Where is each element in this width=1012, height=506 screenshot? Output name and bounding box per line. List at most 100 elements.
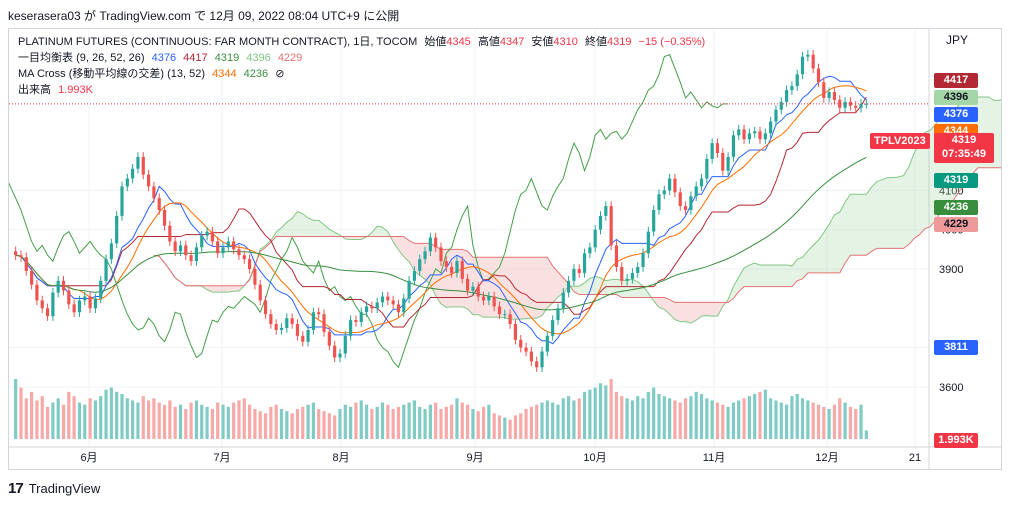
ichimoku-cloud <box>993 100 1000 168</box>
candle-body <box>598 215 603 230</box>
chikou-line <box>9 54 729 369</box>
volume-bar <box>832 404 837 439</box>
volume-bar <box>726 406 730 439</box>
ichimoku-cloud <box>350 236 356 240</box>
ma13-line <box>15 85 867 335</box>
volume-bar <box>380 402 385 439</box>
volume-bar <box>811 402 815 439</box>
candle-body <box>497 306 502 315</box>
volume-bar <box>333 415 337 439</box>
ichimoku-cloud <box>738 268 745 292</box>
candle-body <box>721 152 725 171</box>
ichimoku-cloud <box>398 236 404 257</box>
volume-bar <box>519 413 523 439</box>
volume-bar <box>572 400 576 439</box>
volume-bar <box>784 404 789 439</box>
volume-bar <box>769 398 773 439</box>
ichimoku-cloud <box>547 257 553 308</box>
candle-body <box>93 298 98 309</box>
volume-bar <box>774 400 778 439</box>
candle-body <box>450 267 454 273</box>
volume-bar <box>386 404 390 439</box>
candle-body <box>843 101 847 108</box>
volume-bar <box>476 411 480 439</box>
candle-body <box>210 231 214 242</box>
ichimoku-cloud <box>563 277 569 294</box>
volume-bar <box>72 396 76 439</box>
candle-body <box>630 272 634 279</box>
y-tick-label: 3600 <box>939 382 963 394</box>
ichimoku-cloud <box>643 286 649 298</box>
candle-body <box>731 135 736 157</box>
volume-bar <box>652 387 656 439</box>
chart-legend: PLATINUM FUTURES (CONTINUOUS: FAR MONTH … <box>18 34 705 98</box>
candle-body <box>269 314 273 325</box>
ichimoku-cloud <box>818 232 824 273</box>
volume-bar <box>104 389 108 439</box>
candle-body <box>593 229 597 248</box>
volume-bar <box>508 419 512 439</box>
ichimoku-cloud <box>318 220 325 237</box>
candle-body <box>683 206 688 211</box>
candle-body <box>115 215 119 244</box>
price-badge-5: 4236 <box>934 200 978 215</box>
ichimoku-cloud <box>749 263 755 287</box>
ichimoku-cloud <box>839 202 846 273</box>
candle-body <box>67 290 71 305</box>
candle-body <box>705 158 709 179</box>
volume-bar <box>795 394 799 439</box>
candle-body <box>200 235 204 248</box>
volume-bar <box>423 409 427 439</box>
candle-body <box>769 121 773 134</box>
volume-bar <box>747 396 751 439</box>
ichimoku-cloud <box>834 211 840 273</box>
tradingview-branding[interactable]: 17 TradingView <box>8 480 100 497</box>
candle-body <box>194 247 199 262</box>
volume-bar <box>184 409 188 439</box>
candle-body <box>77 300 82 313</box>
volume-bar <box>370 409 374 439</box>
candle-body <box>859 103 863 108</box>
ichimoku-cloud <box>223 285 229 293</box>
volume-bar <box>545 400 549 439</box>
candle-body <box>242 255 246 260</box>
volume-bar <box>779 402 783 439</box>
volume-bar <box>77 402 82 439</box>
volume-bar <box>157 402 161 439</box>
volume-bar <box>30 391 34 439</box>
candle-body <box>567 280 571 293</box>
ichimoku-cloud <box>919 132 925 235</box>
volume-bar <box>827 409 831 439</box>
chart-canvas[interactable]: 410040003900370036006月7月8月9月10月11月12月21 <box>9 29 1001 469</box>
volume-name: 出来高 <box>18 84 51 96</box>
candle-body <box>168 225 172 242</box>
volume-bar <box>19 387 23 439</box>
volume-bar <box>822 406 826 439</box>
hidden-icon[interactable]: ⊘ <box>275 68 285 80</box>
volume-bar <box>742 398 746 439</box>
candle-body <box>396 304 401 313</box>
ichimoku-cloud <box>999 99 1001 168</box>
candle-body <box>61 280 66 291</box>
candle-body <box>322 314 326 332</box>
ichimoku-spanB-value: 4229 <box>277 52 303 64</box>
open-value: 4345 <box>446 36 471 48</box>
volume-bar <box>56 398 60 439</box>
volume-bar <box>269 406 273 439</box>
volume-bar <box>83 404 87 439</box>
ichimoku-row[interactable]: 一目均衡表 (9, 26, 52, 26) 4376 4417 4319 439… <box>18 50 705 66</box>
candle-body <box>274 324 278 330</box>
ma52-line <box>15 156 867 311</box>
ichimoku-cloud <box>430 243 436 296</box>
volume-bar <box>535 404 539 439</box>
volume-row[interactable]: 出来高 1.993K <box>18 82 705 98</box>
ichimoku-cloud <box>658 297 665 310</box>
candle-body <box>14 251 18 256</box>
ma-row[interactable]: MA Cross (移動平均線の交差) (13, 52) 4344 4236 ⊘ <box>18 66 705 82</box>
candle-body <box>248 259 252 269</box>
candle-body <box>412 270 417 281</box>
volume-bar <box>216 402 220 439</box>
candle-body <box>152 186 156 199</box>
ichimoku-cloud <box>324 224 330 237</box>
volume-bar <box>487 404 491 439</box>
